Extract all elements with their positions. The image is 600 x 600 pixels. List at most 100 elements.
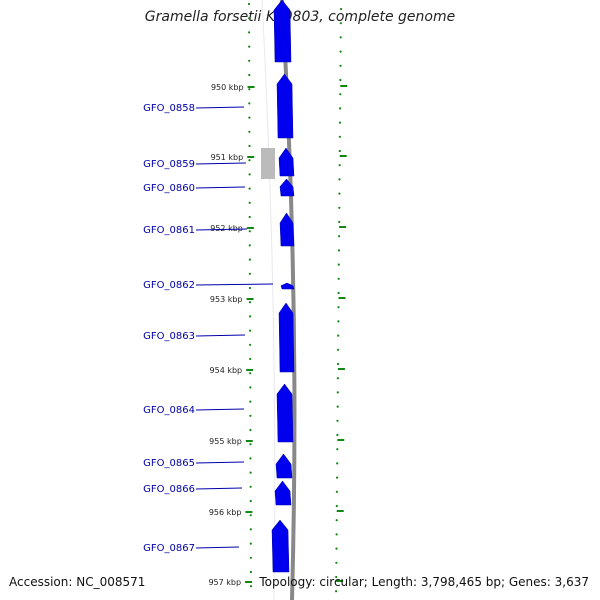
gene-arrow	[278, 147, 295, 177]
genome-title: Gramella forsetii KT0803, complete genom…	[144, 9, 456, 25]
inner-ring-dot	[248, 301, 252, 304]
outer-ring-dot	[337, 306, 340, 309]
inner-ring-dot	[249, 343, 252, 346]
ruler-tick-label: 950 kbp	[211, 83, 244, 92]
outer-ring-dot	[336, 362, 340, 366]
inner-ring-dot	[249, 514, 252, 517]
outer-ring-dot	[337, 277, 340, 280]
gene-layer	[261, 0, 295, 573]
inner-ring-dot	[248, 17, 251, 20]
outer-ring-dot	[339, 22, 342, 25]
inner-ring-dot	[249, 499, 252, 503]
inner-ring-dot	[248, 102, 251, 105]
outer-ring-dot	[338, 178, 341, 181]
inner-ring-dot	[248, 159, 251, 162]
inner-ring-dot	[249, 357, 252, 361]
inner-ring-dot	[249, 457, 252, 460]
gene-leader-line	[195, 334, 246, 337]
gene-leader-line	[195, 162, 247, 165]
outer-ring-dot	[335, 561, 338, 564]
outer-ring-dot	[339, 64, 342, 67]
outer-ring-dot	[336, 433, 339, 437]
inner-ring-dot	[248, 201, 251, 204]
outer-ring-dot	[335, 533, 338, 536]
inner-ring-dot	[248, 59, 251, 62]
inner-ring-dot	[248, 130, 251, 133]
inner-ring-dot	[249, 414, 252, 417]
outer-ring-dot	[336, 377, 339, 380]
gene-label: GFO_0865	[143, 458, 195, 469]
ruler-tick-label: 953 kbp	[210, 295, 243, 304]
ruler-tick-label: 954 kbp	[210, 366, 243, 375]
inner-ring-dot	[249, 329, 252, 332]
gene-label: GFO_0863	[143, 331, 195, 342]
outer-ring-dot	[339, 107, 342, 110]
gene-leader-line	[195, 461, 245, 464]
ruler-layer: 950 kbp 951 kbp 952 kbp 953 kbp 954 kbp 955 k…	[208, 83, 348, 587]
ruler-tick-label: 955 kbp	[209, 437, 242, 446]
inner-ring-dot	[248, 187, 251, 190]
gene-leader-line	[195, 487, 243, 490]
inner-ring-dot	[247, 2, 251, 6]
outer-ring-dot	[335, 504, 338, 508]
gene-arrow	[271, 519, 290, 573]
ruler-tick-label: 951 kbp	[211, 153, 244, 162]
inner-ring-dot	[248, 88, 251, 91]
gene-arrow	[275, 453, 293, 479]
outer-ring-dot	[338, 235, 341, 238]
outer-ring-dot	[337, 249, 341, 252]
region-highlight	[261, 148, 275, 179]
inner-ring-dot	[248, 286, 252, 290]
outer-ring-dot	[336, 405, 339, 408]
inner-ring-dot	[249, 570, 252, 574]
ruler-tick-label: 956 kbp	[209, 508, 242, 517]
outer-ring-dot	[335, 575, 338, 579]
gene-label: GFO_0858	[143, 103, 195, 114]
inner-ring-dot	[248, 116, 251, 119]
outer-ring-dot	[338, 135, 341, 138]
inner-ring-dot	[249, 471, 252, 474]
inner-ring-dot	[249, 372, 252, 375]
gene-label: GFO_0864	[143, 405, 195, 416]
outer-ring-dot	[336, 462, 339, 465]
outer-ring-dot	[338, 121, 342, 124]
ring-layer	[247, 0, 343, 600]
inner-ring-dot	[248, 230, 251, 233]
gene-arrow	[278, 302, 295, 373]
outer-ring-dot	[338, 192, 341, 195]
inner-ring-dot	[249, 585, 253, 588]
genome-summary-text: Topology: circular; Length: 3,798,465 bp…	[259, 575, 589, 589]
gene-label: GFO_0860	[143, 183, 195, 194]
outer-ring-dot	[337, 348, 340, 351]
outer-ring-dot	[335, 590, 338, 593]
outer-ring-dot	[338, 149, 341, 153]
outer-ring-dot	[339, 7, 343, 11]
outer-ring-dot	[336, 476, 339, 479]
inner-ring-dot	[248, 31, 251, 34]
inner-ring-dot	[249, 542, 252, 545]
outer-ring-dot	[338, 220, 341, 224]
outer-ring-dot	[335, 547, 338, 550]
inner-ring-dot	[249, 443, 252, 446]
outer-ring-dot	[339, 78, 342, 82]
gene-label: GFO_0859	[143, 159, 195, 170]
label-layer: GFO_0858 GFO_0859 GFO_0860 GFO_0861 GFO_0862…	[143, 103, 274, 554]
inner-ring-dot	[248, 244, 251, 247]
inner-ring-dot	[249, 400, 252, 403]
outer-ring-dot	[337, 263, 340, 266]
inner-ring-dot	[249, 428, 252, 432]
inner-ring-dot	[249, 386, 252, 389]
outer-ring-dot	[338, 164, 341, 167]
gene-leader-line	[195, 408, 245, 411]
outer-ring-dot	[336, 391, 339, 394]
gene-leader-line	[195, 283, 274, 286]
gene-label: GFO_0867	[143, 543, 195, 554]
inner-ring-dot	[249, 556, 252, 559]
outer-ring-dot	[335, 519, 338, 522]
gene-arrow	[280, 282, 295, 290]
outer-ring-dot	[335, 490, 338, 493]
gene-label: GFO_0866	[143, 484, 195, 495]
inner-ring-dot	[248, 272, 251, 275]
outer-ring-dot	[338, 206, 341, 209]
